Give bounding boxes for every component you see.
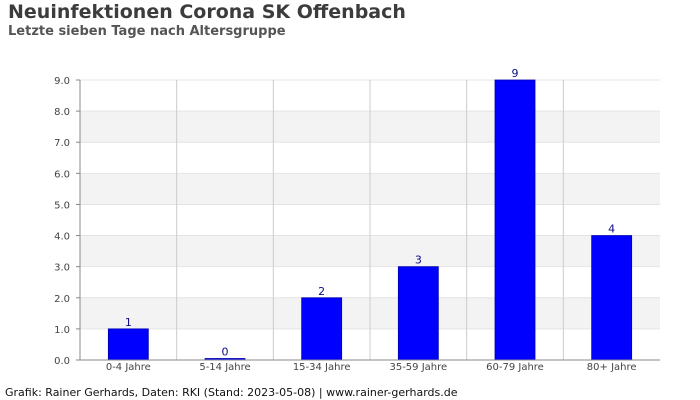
data-label: 0 <box>222 346 229 359</box>
bar-80+ Jahre <box>591 235 633 361</box>
x-tick-label: 80+ Jahre <box>587 362 637 373</box>
y-tick-label: 1.0 <box>54 325 70 336</box>
source-credit: Grafik: Rainer Gerhards, Daten: RKI (Sta… <box>5 386 458 399</box>
axes <box>79 80 660 361</box>
x-tick-label: 5-14 Jahre <box>199 362 250 373</box>
y-tick-label: 6.0 <box>54 169 70 180</box>
y-tick-label: 3.0 <box>54 263 70 274</box>
data-label: 3 <box>415 254 422 267</box>
bar-0-4 Jahre <box>107 328 149 361</box>
data-label: 4 <box>608 223 615 236</box>
chart-subtitle: Letzte sieben Tage nach Altersgruppe <box>8 24 286 39</box>
y-tick-label: 8.0 <box>54 107 70 118</box>
x-tick-label: 35-59 Jahre <box>389 362 447 373</box>
x-tick-label: 60-79 Jahre <box>486 362 544 373</box>
data-label: 9 <box>512 67 519 80</box>
chart-title: Neuinfektionen Corona SK Offenbach <box>8 1 406 23</box>
y-tick-labels: 0.0 1.0 2.0 3.0 4.0 5.0 6.0 7.0 8.0 9.0 <box>54 76 80 367</box>
y-tick-label: 9.0 <box>54 76 70 87</box>
vertical-gridlines <box>176 80 564 360</box>
bar-15-34 Jahre <box>301 297 343 361</box>
data-labels: 1 0 2 3 9 4 <box>125 67 615 359</box>
y-tick-label: 2.0 <box>54 294 70 305</box>
x-tick-label: 0-4 Jahre <box>106 362 151 373</box>
x-tick-labels: 0-4 Jahre 5-14 Jahre 15-34 Jahre 35-59 Jahr… <box>106 362 637 373</box>
y-tick-label: 0.0 <box>54 356 70 367</box>
data-label: 2 <box>318 285 325 298</box>
y-tick-label: 4.0 <box>54 232 70 243</box>
data-label: 1 <box>125 316 132 329</box>
y-tick-label: 5.0 <box>54 200 70 211</box>
x-tick-label: 15-34 Jahre <box>293 362 351 373</box>
bar-60-79 Jahre <box>494 79 536 361</box>
y-tick-label: 7.0 <box>54 138 70 149</box>
bar-35-59 Jahre <box>397 266 439 361</box>
bars <box>107 79 633 361</box>
